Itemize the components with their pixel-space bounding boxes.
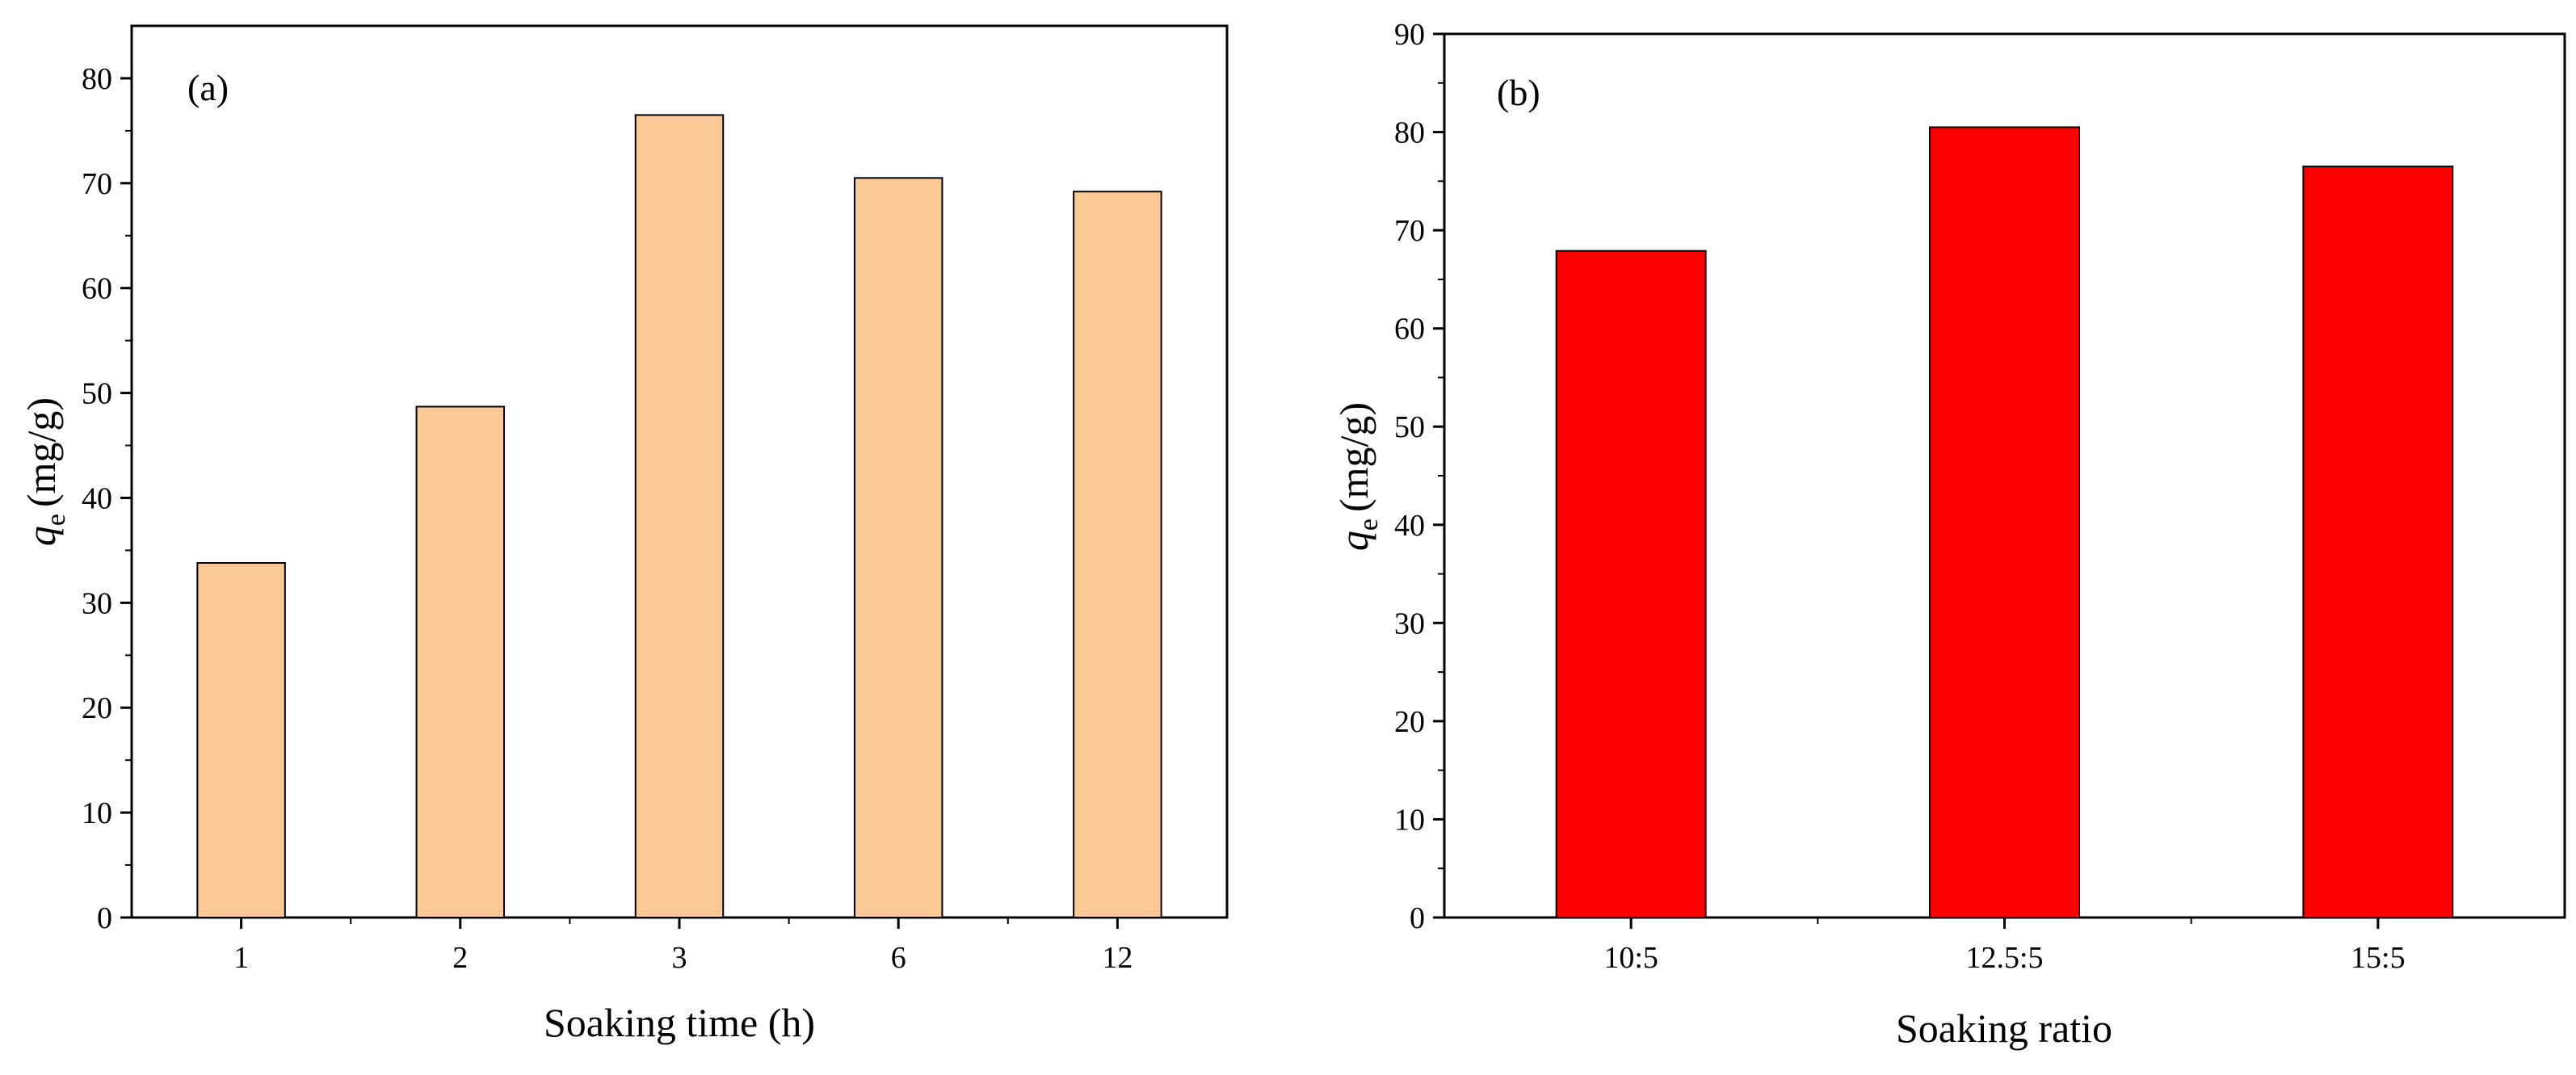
panel-b-x-axis-title: Soaking ratio (1896, 1006, 2112, 1051)
x-tick-label: 12.5:5 (1965, 941, 2043, 975)
y-tick-label: 40 (82, 481, 112, 515)
panel-b-chart: 0 10 20 30 40 50 60 70 80 90 10:5 12.5:5 15:5 (b) S… (1331, 18, 2566, 1051)
y-tick-label: 70 (1394, 214, 1425, 248)
bar-2 (415, 405, 506, 918)
x-tick-label: 10:5 (1603, 941, 1658, 975)
y-tick-label: 20 (1394, 705, 1425, 739)
y-tick-label: 40 (1394, 509, 1425, 543)
panel-b-y-axis: 0 10 20 30 40 50 60 70 80 90 (1394, 18, 1444, 935)
panel-b-bars (1555, 126, 2454, 919)
y-tick-label: 0 (97, 901, 112, 935)
y-tick-label: 50 (82, 377, 112, 411)
bar-6 (853, 177, 943, 918)
bar-3 (634, 114, 725, 918)
bar-1 (196, 561, 286, 918)
bar-12.5:5 (1929, 126, 2080, 918)
panel-a-x-axis-title: Soaking time (h) (544, 1000, 815, 1045)
y-tick-label: 70 (82, 167, 112, 201)
y-tick-label: 20 (82, 691, 112, 725)
panel-a-y-axis-title: qe(mg/g) (19, 397, 71, 546)
y-tick-label: 60 (1394, 313, 1425, 346)
x-tick-label: 6 (891, 941, 906, 975)
panel-a-label: (a) (187, 67, 229, 108)
panel-a-bars (196, 114, 1162, 918)
x-tick-label: 3 (672, 941, 687, 975)
y-tick-label: 30 (82, 586, 112, 620)
x-tick-label: 12 (1102, 941, 1133, 975)
y-tick-label: 50 (1394, 410, 1425, 444)
bar-10:5 (1555, 250, 1707, 919)
y-tick-label: 0 (1410, 901, 1425, 935)
x-tick-label: 15:5 (2351, 941, 2406, 975)
panel-a-x-axis: 1 2 3 6 12 (233, 918, 1133, 975)
bar-15:5 (2302, 166, 2454, 919)
y-tick-label: 80 (1394, 116, 1425, 150)
panel-b-label: (b) (1497, 72, 1540, 113)
y-tick-label: 90 (1394, 18, 1425, 52)
y-tick-label: 30 (1394, 607, 1425, 640)
x-tick-label: 1 (233, 941, 249, 975)
panel-b-x-axis: 10:5 12.5:5 15:5 (1603, 918, 2406, 975)
panel-b-y-axis-title: qe(mg/g) (1331, 402, 1384, 551)
x-tick-label: 2 (452, 941, 468, 975)
panel-a-y-axis: 0 10 20 30 40 50 60 70 80 (82, 62, 132, 935)
y-tick-label: 80 (82, 62, 112, 96)
y-tick-label: 10 (82, 796, 112, 830)
bar-12 (1073, 191, 1162, 918)
y-tick-label: 10 (1394, 803, 1425, 837)
y-tick-label: 60 (82, 272, 112, 306)
